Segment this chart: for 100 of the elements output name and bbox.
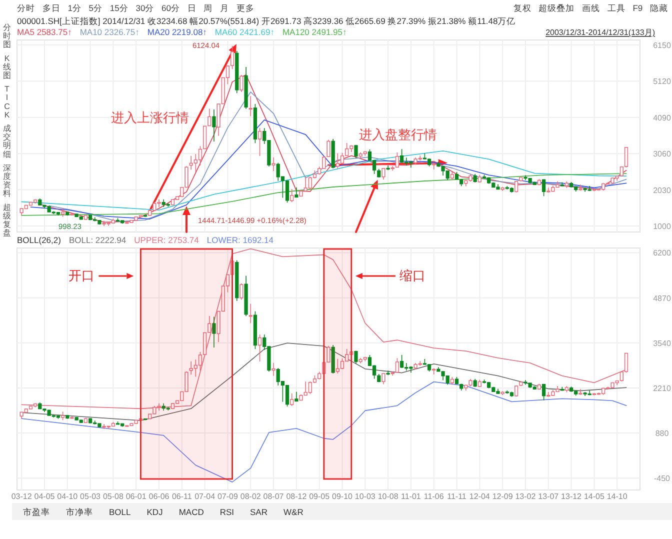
text: W&R: [284, 507, 304, 517]
chart-title: 000001.SH[上证指数] 2014/12/31 收3234.68 幅20.57%(551.84) 开2691.73 高3239.36 低2665.69 换27.39% 振21.38% 额11.48万亿: [17, 16, 516, 26]
candlestick: [272, 362, 276, 376]
x-tick-label: 12-09: [492, 492, 514, 501]
candlestick: [514, 180, 518, 193]
x-tick-label: 12-04: [469, 492, 490, 501]
y-tick-label: 4090: [653, 113, 672, 122]
x-tick-label: 05-03: [80, 492, 102, 501]
candlestick: [198, 146, 202, 166]
candlestick: [294, 391, 298, 402]
candlestick: [432, 162, 436, 170]
x-tick-label: 08-02: [240, 492, 262, 501]
text: MA20 2219.08↑: [147, 27, 207, 37]
y-tick-label: 6200: [653, 248, 672, 258]
band-label: 开口: [68, 268, 95, 283]
candlestick: [578, 388, 582, 396]
candlestick: [354, 144, 358, 159]
y-tick-label: 3060: [653, 150, 672, 159]
candlestick: [240, 74, 244, 92]
x-tick-label: 06-01: [126, 492, 147, 501]
x-tick-label: 11-01: [401, 492, 422, 501]
y-tick-label: 880: [655, 429, 670, 438]
text: MACD: [178, 507, 204, 517]
x-tick-label: 04-10: [57, 492, 78, 501]
y-tick-label: 3540: [653, 338, 672, 348]
candlestick: [240, 282, 244, 300]
annotation: 进入上涨行情: [111, 110, 189, 125]
candlestick: [382, 373, 386, 385]
legend-title: BOLL(26,2): [17, 235, 62, 245]
text: SAR: [250, 507, 268, 517]
x-tick-label: 08-07: [263, 492, 284, 501]
text: 复权 超级叠加 画线 工具 F9 隐藏: [513, 3, 668, 13]
text: K线图: [3, 54, 11, 80]
text: MA10 2326.75↑: [80, 27, 140, 37]
line-series: [21, 381, 627, 483]
candlestick: [285, 180, 290, 204]
candlestick: [290, 392, 294, 406]
candlestick: [578, 184, 582, 192]
candlestick: [248, 96, 252, 117]
y-tick-label: 1000: [653, 222, 672, 232]
candlestick: [285, 384, 290, 407]
candlestick: [542, 384, 546, 401]
text: 市盈率: [23, 507, 50, 517]
line-series: [21, 342, 627, 421]
text: 分时 多日 1分 5分 15分 30分 60分 日 周 月 更多: [17, 3, 254, 13]
line-series: [21, 173, 627, 216]
candlestick: [212, 316, 216, 348]
x-tick-label: 06-11: [172, 492, 192, 501]
text: LOWER: 1692.14: [206, 235, 274, 245]
text: MA5 2583.75↑: [17, 27, 72, 37]
candlestick: [294, 186, 298, 198]
y-tick-label: 2030: [653, 186, 672, 195]
candlestick: [400, 148, 404, 164]
text: 深度资料: [3, 163, 11, 198]
x-tick-label: 10-03: [354, 492, 376, 501]
text: TICK: [4, 84, 10, 120]
x-tick-label: 09-10: [332, 492, 354, 501]
x-tick-label: 05-08: [102, 492, 124, 501]
x-tick-label: 11-11: [447, 492, 467, 501]
candlestick: [542, 178, 546, 197]
candlestick: [258, 128, 262, 156]
x-tick-label: 06-06: [148, 492, 170, 501]
candlestick: [290, 188, 294, 203]
line-series: [21, 150, 627, 210]
x-tick-label: 11-06: [424, 492, 444, 501]
band-label: 缩口: [399, 268, 426, 283]
y-tick-label: 5120: [653, 77, 672, 86]
text: KDJ: [146, 507, 163, 517]
text: 超级复盘: [3, 202, 11, 238]
candlestick: [258, 334, 262, 362]
x-tick-label: 13-12: [561, 492, 582, 501]
text: 分时图: [3, 23, 11, 50]
text: MA60 2421.69↑: [214, 27, 274, 37]
text: UPPER: 2753.74: [134, 235, 200, 245]
annotation: 进入盘整行情: [359, 127, 437, 142]
text: 2003/12/31-2014/12/31(133月): [546, 28, 656, 37]
x-tick-label: 03-12: [11, 492, 32, 501]
candlestick: [248, 303, 252, 324]
x-tick-label: 14-10: [606, 492, 628, 501]
x-tick-label: 08-12: [286, 492, 308, 501]
candlestick: [400, 354, 404, 368]
x-tick-label: 14-05: [584, 492, 605, 501]
x-tick-label: 07-04: [194, 492, 216, 501]
candlestick: [395, 358, 400, 373]
candlestick: [514, 385, 518, 397]
candlestick: [354, 350, 358, 364]
text: RSI: [220, 507, 234, 517]
text: 市净率: [66, 507, 93, 517]
x-tick-label: 13-07: [538, 492, 560, 501]
x-tick-label: 10-08: [378, 492, 399, 501]
y-tick-label: 4870: [653, 294, 672, 303]
candlestick: [212, 109, 216, 142]
text: BOLL: [109, 507, 132, 517]
candlestick: [340, 152, 344, 164]
candlestick: [395, 152, 400, 168]
y-tick-label: 2210: [653, 384, 672, 393]
x-tick-label: 09-05: [309, 492, 330, 501]
x-tick-label: 07-09: [217, 492, 238, 501]
x-tick-label: 13-02: [515, 492, 536, 501]
x-tick-label: 04-05: [34, 492, 56, 501]
